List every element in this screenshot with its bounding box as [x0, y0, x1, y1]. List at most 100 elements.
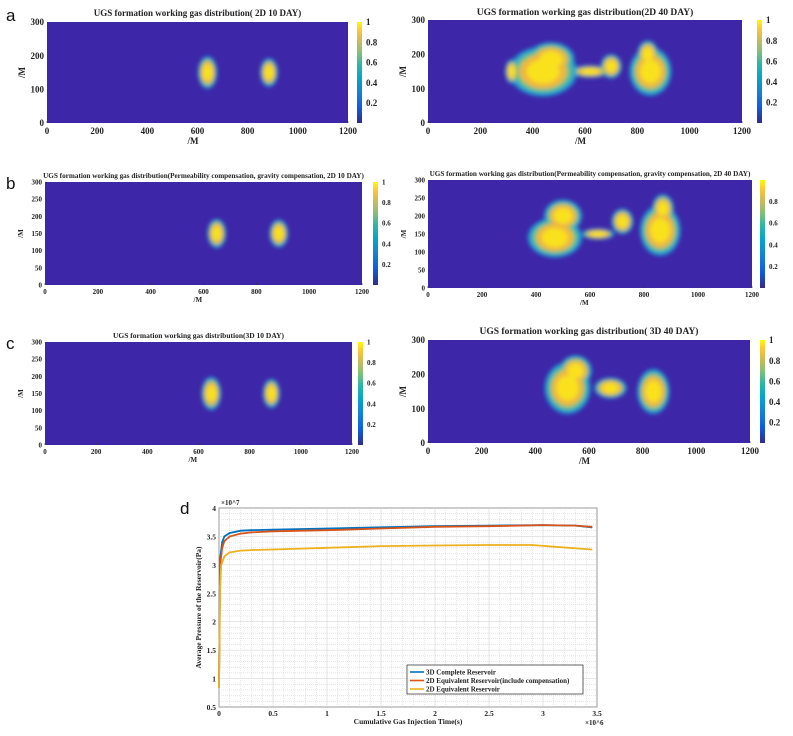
y-tick-label: 0 [421, 438, 426, 448]
colorbar-tick-label: 0.2 [769, 418, 781, 428]
x-tick-label: 400 [526, 126, 540, 136]
gas-region [202, 64, 213, 81]
y-tick-label: 50 [418, 266, 426, 274]
y-tick-label: 50 [35, 424, 43, 432]
data-point [250, 549, 253, 551]
gas-region [508, 65, 515, 78]
y-tick-label: 3 [212, 561, 216, 570]
y-axis-label: /M [17, 66, 27, 79]
heatmap-title: UGS formation working gas distribution(2… [477, 7, 694, 18]
y-tick-label: 200 [31, 51, 45, 61]
x-tick-label: 600 [582, 446, 596, 456]
y-tick-label: 3.5 [207, 532, 217, 541]
x-tick-label: 3.5 [592, 709, 602, 718]
heatmap-panel: UGS formation working gas distribution( … [398, 326, 781, 466]
data-point [250, 531, 253, 534]
gas-plume [207, 219, 289, 248]
x-tick-label: 0 [426, 446, 431, 456]
y-tick-label: 300 [412, 15, 426, 25]
y-tick-label: 200 [32, 373, 43, 381]
data-point [228, 532, 231, 534]
y-multiplier: ×10^7 [221, 499, 240, 507]
heatmap-title: UGS formation working gas distribution( … [94, 8, 301, 18]
data-point [272, 548, 274, 551]
y-tick-label: 300 [31, 17, 45, 27]
heatmap-title: UGS formation working gas distribution(P… [43, 172, 364, 180]
colorbar-tick-label: 0.6 [366, 58, 378, 68]
x-tick-label: 1000 [687, 446, 706, 456]
heatmap-panel: UGS formation working gas distribution(P… [400, 170, 778, 307]
x-tick-label: 800 [631, 126, 645, 136]
x-tick-label: 0 [45, 126, 50, 136]
gas-region [645, 380, 662, 403]
x-tick-label: 400 [141, 126, 155, 136]
y-tick-label: 150 [415, 230, 426, 238]
colorbar-tick-label: 0.8 [382, 199, 391, 207]
gas-region [602, 383, 619, 394]
y-tick-label: 100 [31, 84, 45, 94]
x-tick-label: 0 [43, 288, 47, 296]
x-tick-label: 2 [433, 709, 437, 718]
x-tick-label: 1000 [294, 448, 309, 456]
x-tick-label: 0 [43, 448, 47, 456]
data-point [223, 535, 226, 538]
data-point [228, 551, 231, 554]
data-point [219, 586, 221, 589]
x-axis-label: /M [578, 456, 591, 466]
y-tick-label: 250 [415, 194, 426, 202]
data-point [574, 524, 577, 527]
y-tick-label: 1.5 [207, 646, 217, 655]
colorbar-tick-label: 0.6 [769, 376, 781, 386]
x-tick-label: 400 [529, 446, 543, 456]
gas-region [642, 47, 653, 61]
gas-region [640, 59, 661, 84]
y-tick-label: 100 [412, 404, 426, 414]
y-tick-label: 250 [32, 196, 43, 204]
y-tick-label: 300 [415, 176, 426, 184]
y-axis-label: /M [400, 229, 408, 239]
data-point [434, 544, 436, 547]
gas-region [274, 226, 284, 241]
heatmap-title: UGS formation working gas distribution(3… [113, 331, 284, 340]
y-tick-label: 0.5 [207, 703, 217, 712]
colorbar [757, 20, 762, 123]
heatmap-title: UGS formation working gas distribution( … [480, 326, 699, 337]
y-tick-label: 100 [32, 407, 43, 415]
x-tick-label: 0 [426, 291, 430, 299]
gas-region [581, 68, 600, 75]
colorbar-tick-label: 0.6 [766, 56, 778, 66]
x-tick-label: 800 [636, 446, 650, 456]
gas-region [541, 228, 568, 248]
x-tick-label: 0.5 [268, 709, 278, 718]
colorbar-tick-label: 0.4 [382, 240, 391, 248]
x-tick-label: 400 [531, 291, 542, 299]
x-tick-label: 3 [541, 709, 545, 718]
legend-entry: 3D Complete Reservoir [426, 669, 496, 677]
heatmap-panel: UGS formation working gas distribution( … [17, 8, 378, 146]
legend-entry: 2D Equivalent Reservoir [426, 686, 500, 694]
colorbar-tick-label: 0.6 [382, 220, 391, 228]
colorbar-tick-label: 1 [366, 17, 371, 27]
x-axis-label: /M [187, 136, 200, 146]
data-point [221, 541, 224, 544]
x-tick-label: 800 [244, 448, 255, 456]
y-axis-label: /M [17, 389, 25, 399]
x-tick-label: 200 [93, 288, 104, 296]
colorbar-tick-label: 0.8 [367, 359, 376, 367]
colorbar-tick-label: 0.2 [769, 263, 778, 271]
x-tick-label: 1200 [345, 448, 360, 456]
y-axis-label: /M [17, 229, 25, 239]
heatmap-background [45, 182, 362, 285]
x-tick-label: 2.5 [484, 709, 494, 718]
gas-region [606, 60, 617, 73]
data-point [272, 530, 274, 533]
data-point [434, 525, 436, 528]
y-tick-label: 0 [422, 284, 426, 292]
y-tick-label: 0 [39, 281, 43, 289]
y-tick-label: 100 [32, 247, 43, 255]
gas-region [539, 51, 563, 68]
heatmap-background [47, 22, 348, 123]
data-point [272, 528, 274, 531]
x-tick-label: 0 [426, 126, 431, 136]
